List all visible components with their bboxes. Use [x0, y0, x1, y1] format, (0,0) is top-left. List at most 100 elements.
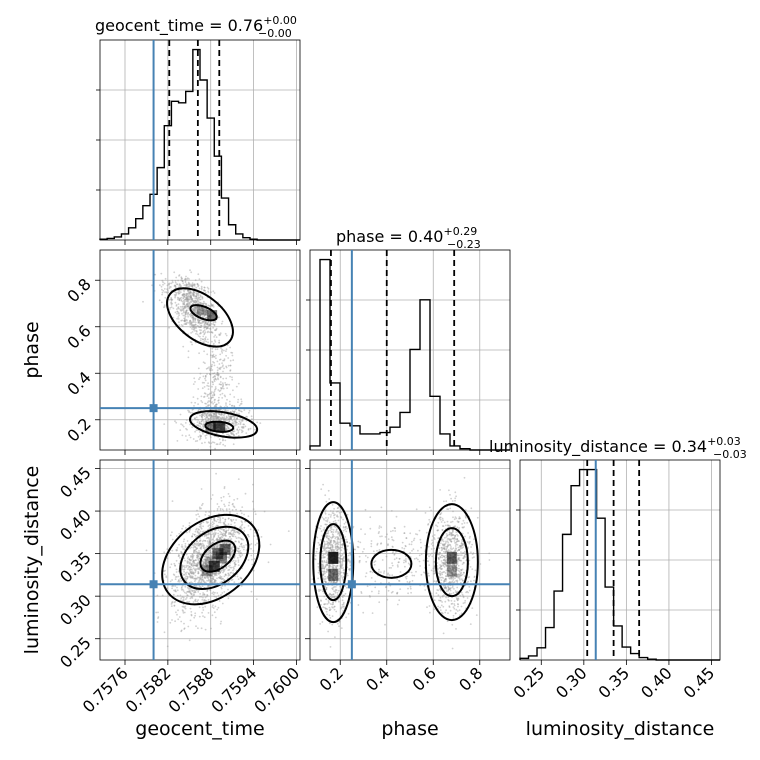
sample-point	[218, 538, 221, 541]
sample-point	[248, 409, 251, 412]
sample-point	[257, 529, 260, 531]
sample-point	[181, 552, 184, 555]
sample-point	[226, 417, 229, 419]
sample-point	[337, 546, 339, 548]
sample-point	[339, 565, 342, 568]
sample-point	[206, 594, 209, 597]
sample-point	[195, 301, 198, 303]
sample-point	[240, 526, 242, 529]
sample-point	[197, 561, 199, 564]
sample-point	[225, 348, 228, 351]
sample-point	[215, 378, 218, 381]
sample-point	[243, 546, 246, 549]
sample-point	[197, 581, 200, 584]
sample-point	[208, 540, 211, 543]
sample-point	[191, 572, 193, 575]
sample-point	[317, 541, 320, 544]
sample-point	[186, 289, 189, 292]
sample-point	[193, 306, 196, 309]
sample-point	[225, 566, 227, 569]
sample-point	[223, 568, 226, 571]
sample-point	[211, 363, 213, 366]
x-tick-label: 0.4	[362, 663, 393, 694]
sample-point	[187, 298, 190, 301]
sample-point	[240, 577, 243, 580]
sample-point	[195, 332, 197, 335]
sample-point	[447, 588, 450, 591]
sample-point	[321, 556, 323, 559]
sample-point	[446, 573, 449, 576]
sample-point	[217, 417, 220, 420]
sample-point	[191, 321, 194, 323]
sample-point	[203, 561, 206, 564]
sample-point	[177, 303, 180, 305]
sample-point	[192, 294, 195, 297]
sample-point	[346, 541, 349, 544]
sample-point	[204, 336, 207, 338]
sample-point	[349, 561, 351, 564]
sample-point	[222, 439, 224, 442]
sample-point	[190, 271, 193, 274]
sample-point	[214, 533, 216, 536]
sample-point	[323, 518, 325, 521]
sample-point	[163, 288, 166, 290]
sample-point	[207, 405, 209, 407]
density-cell	[212, 548, 224, 560]
sample-point	[327, 489, 330, 492]
sample-point	[223, 486, 226, 488]
sample-point	[204, 337, 206, 340]
sample-point	[332, 596, 335, 599]
sample-point	[250, 547, 252, 550]
sample-point	[234, 420, 237, 422]
sample-point	[192, 293, 195, 296]
sample-point	[189, 319, 192, 322]
sample-point	[192, 573, 195, 575]
sample-point	[226, 556, 228, 559]
sample-point	[323, 549, 326, 552]
sample-point	[189, 291, 192, 294]
sample-point	[220, 528, 223, 531]
sample-point	[182, 282, 185, 285]
sample-point	[326, 564, 328, 567]
sample-point	[186, 298, 189, 301]
sample-point	[440, 568, 443, 571]
sample-point	[198, 306, 201, 309]
sample-point	[173, 574, 176, 576]
sample-point	[210, 525, 212, 527]
sample-point	[205, 595, 208, 598]
sample-point	[174, 590, 177, 592]
sample-point	[193, 310, 196, 312]
sample-point	[339, 557, 341, 560]
sample-point	[237, 398, 240, 401]
sample-point	[451, 533, 454, 536]
sample-point	[463, 571, 465, 574]
sample-point	[325, 561, 328, 564]
sample-point	[201, 416, 203, 418]
sample-point	[233, 528, 235, 531]
sample-point	[451, 572, 454, 575]
sample-point	[207, 400, 210, 402]
sample-point	[180, 324, 183, 326]
sample-point	[341, 562, 344, 564]
sample-point	[330, 526, 333, 529]
sample-point	[325, 500, 328, 503]
sample-point	[223, 591, 226, 593]
sample-point	[200, 526, 202, 529]
sample-point	[233, 410, 235, 413]
sample-point	[325, 586, 328, 589]
sample-point	[197, 555, 200, 558]
sample-point	[176, 312, 178, 315]
sample-point	[449, 574, 452, 577]
sample-point	[225, 508, 228, 511]
sample-point	[456, 603, 459, 605]
sample-point	[203, 559, 206, 561]
sample-point	[170, 296, 173, 299]
sample-point	[229, 417, 232, 419]
sample-point	[317, 527, 320, 529]
sample-point	[222, 387, 225, 390]
sample-point	[217, 534, 220, 537]
sample-point	[191, 317, 194, 319]
sample-point	[197, 285, 200, 288]
sample-point	[325, 598, 328, 601]
sample-point	[186, 531, 188, 534]
